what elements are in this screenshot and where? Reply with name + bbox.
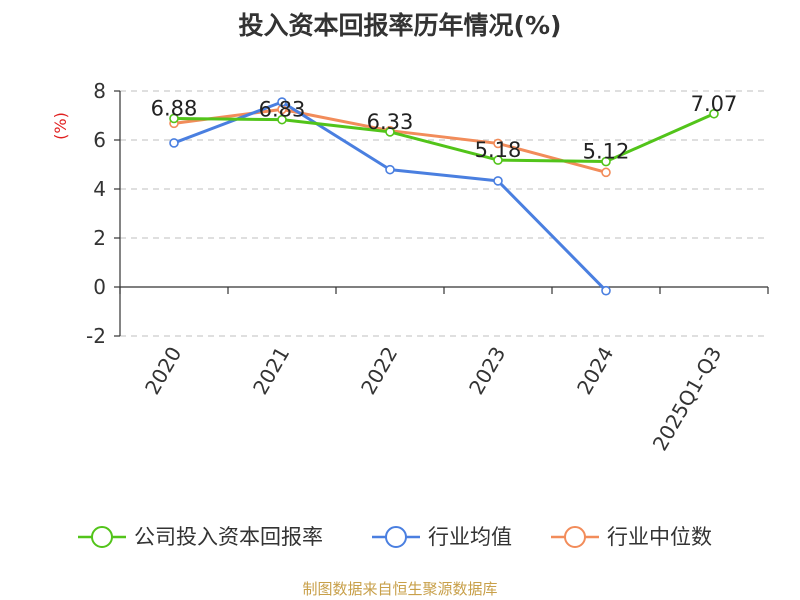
data-label: 5.18 — [475, 138, 522, 162]
legend-label: 行业均值 — [428, 525, 512, 549]
data-point — [385, 127, 395, 137]
data-point — [385, 164, 395, 175]
data-label: 6.33 — [367, 110, 414, 134]
data-point — [709, 108, 719, 119]
legend-marker — [564, 526, 586, 548]
x-tick-label: 2022 — [356, 343, 402, 399]
y-axis-label: (%) — [51, 112, 70, 140]
x-tick-label: 2025Q1-Q3 — [648, 343, 727, 455]
data-point — [601, 167, 611, 178]
data-point — [493, 176, 503, 186]
data-label: 5.12 — [583, 140, 630, 164]
data-label: 6.83 — [259, 98, 306, 122]
data-label: 6.88 — [151, 96, 198, 120]
data-point — [601, 156, 611, 167]
legend-marker — [385, 526, 407, 548]
data-point — [277, 97, 287, 107]
y-tick-label: 2 — [93, 226, 106, 250]
x-tick-label: 2020 — [140, 343, 186, 399]
y-tick-label: 6 — [93, 128, 106, 152]
legend: 公司投入资本回报率 行业均值 行业中位数 — [78, 525, 712, 549]
source-footer: 制图数据来自恒生聚源数据库 — [302, 580, 498, 598]
axis-layer: -2 0 2 4 6 8 (%) 2020 2021 2022 2023 2024 2025Q1-Q3 — [51, 79, 769, 455]
y-tick-label: -2 — [86, 324, 106, 348]
data-point — [493, 155, 503, 165]
data-point — [169, 113, 179, 124]
data-point — [601, 285, 611, 296]
y-tick-label: 4 — [93, 177, 106, 201]
chart-title: 投入资本回报率历年情况(%) — [238, 11, 562, 40]
legend-label: 公司投入资本回报率 — [134, 525, 323, 549]
y-tick-label: 0 — [93, 275, 106, 299]
x-tick-label: 2021 — [248, 343, 294, 399]
data-label: 7.07 — [691, 92, 738, 116]
data-point — [277, 114, 287, 125]
series-line-0 — [173, 112, 715, 164]
x-tick-label: 2023 — [464, 343, 510, 399]
data-point — [493, 138, 503, 149]
legend-marker — [91, 526, 113, 548]
legend-label: 行业中位数 — [607, 525, 712, 549]
data-label-layer: 6.88 6.83 6.33 5.18 5.12 7.07 — [151, 92, 738, 164]
series-layer — [169, 97, 719, 296]
data-point — [169, 138, 179, 148]
grid-layer — [120, 90, 768, 337]
y-tick-label: 8 — [93, 79, 106, 103]
x-tick-label: 2024 — [572, 343, 618, 399]
